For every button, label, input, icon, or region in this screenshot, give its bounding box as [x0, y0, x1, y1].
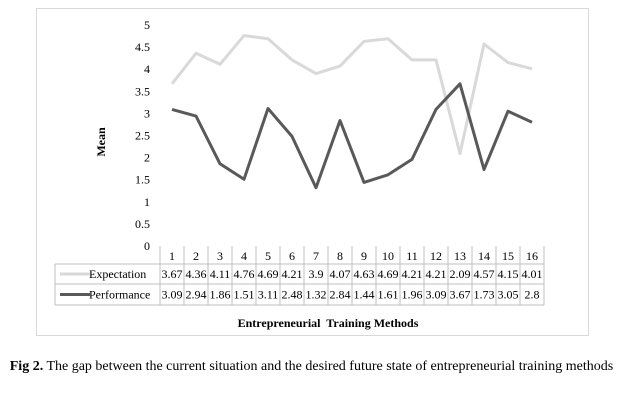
data-label: 4.07	[330, 267, 351, 281]
figure-caption: Fig 2. The gap between the current situa…	[0, 354, 623, 380]
series-lines	[170, 34, 533, 190]
y-tick-label: 1	[144, 195, 150, 209]
caption-label: Fig 2.	[9, 359, 44, 374]
x-tick-label: 14	[478, 249, 490, 263]
data-label: 3.11	[258, 288, 279, 302]
y-tick-label: 3	[144, 106, 150, 120]
data-label: 2.48	[282, 288, 303, 302]
data-label: 4.01	[522, 267, 543, 281]
line-chart: 00.511.522.533.544.55 1 2 3 4 5 6 7 8 9 10 11 12 13 1…	[54, 18, 545, 330]
data-label: 4.36	[186, 267, 207, 281]
data-label: 3.9	[309, 267, 324, 281]
data-label: 3.67	[450, 288, 471, 302]
series-line-expectation	[170, 34, 533, 156]
y-tick-label: 0	[144, 239, 150, 253]
data-label: 1.51	[234, 288, 255, 302]
y-tick-label: 2	[144, 151, 150, 165]
data-label: 2.84	[330, 288, 351, 302]
chart-frame	[36, 8, 589, 336]
data-label: 4.11	[210, 267, 231, 281]
x-tick-label: 9	[361, 249, 367, 263]
y-axis: 0 0.5 1 1.5 2 2.5 3 3.5 4 4.5 5	[135, 18, 150, 253]
y-axis-title: Mean	[94, 127, 108, 157]
data-label: 2.94	[186, 288, 207, 302]
x-tick-label: 4	[241, 249, 247, 263]
data-label: 1.44	[354, 288, 375, 302]
legend-label: Expectation	[89, 267, 146, 281]
x-tick-label: 7	[313, 249, 319, 263]
data-label: 4.69	[378, 267, 399, 281]
y-tick-label: 4	[144, 62, 150, 76]
data-label: 3.67	[162, 267, 183, 281]
legend-label: Performance	[89, 288, 150, 302]
y-tick-label: 5	[144, 18, 150, 32]
x-tick-label: 12	[430, 249, 442, 263]
x-tick-label: 2	[193, 249, 199, 263]
data-label: 2.8	[525, 288, 540, 302]
data-label: 4.57	[474, 267, 495, 281]
caption-text: The gap between the current situation an…	[43, 359, 614, 374]
data-label: 4.21	[282, 267, 303, 281]
series-line-performance	[171, 82, 533, 190]
y-tick-label: 4.5	[135, 40, 150, 54]
y-tick-label: 0.5	[135, 217, 150, 231]
x-tick-label: 15	[502, 249, 514, 263]
data-label: 1.32	[306, 288, 327, 302]
y-tick-label: 2.5	[135, 129, 150, 143]
x-tick-label: 8	[337, 249, 343, 263]
data-label: 4.15	[498, 267, 519, 281]
x-axis-title: Entrepreneurial Training Methods	[238, 316, 419, 330]
data-label: 1.61	[378, 288, 399, 302]
x-tick-label: 16	[526, 249, 538, 263]
x-tick-label: 10	[382, 249, 394, 263]
data-label: 4.69	[258, 267, 279, 281]
data-label: 2.09	[450, 267, 471, 281]
data-label: 4.21	[426, 267, 447, 281]
y-tick-label: 3.5	[135, 84, 150, 98]
data-label: 3.09	[426, 288, 447, 302]
data-label: 1.96	[402, 288, 423, 302]
x-tick-label: 11	[406, 249, 418, 263]
data-label: 1.73	[474, 288, 495, 302]
data-label: 3.09	[162, 288, 183, 302]
x-tick-label: 6	[289, 249, 295, 263]
x-tick-label: 1	[169, 249, 175, 263]
data-label: 4.76	[234, 267, 255, 281]
data-label: 3.05	[498, 288, 519, 302]
data-label: 4.21	[402, 267, 423, 281]
data-label: 1.86	[210, 288, 231, 302]
data-label: 4.63	[354, 267, 375, 281]
x-tick-label: 3	[217, 249, 223, 263]
x-tick-label: 5	[265, 249, 271, 263]
x-tick-label: 13	[454, 249, 466, 263]
y-tick-label: 1.5	[135, 173, 150, 187]
